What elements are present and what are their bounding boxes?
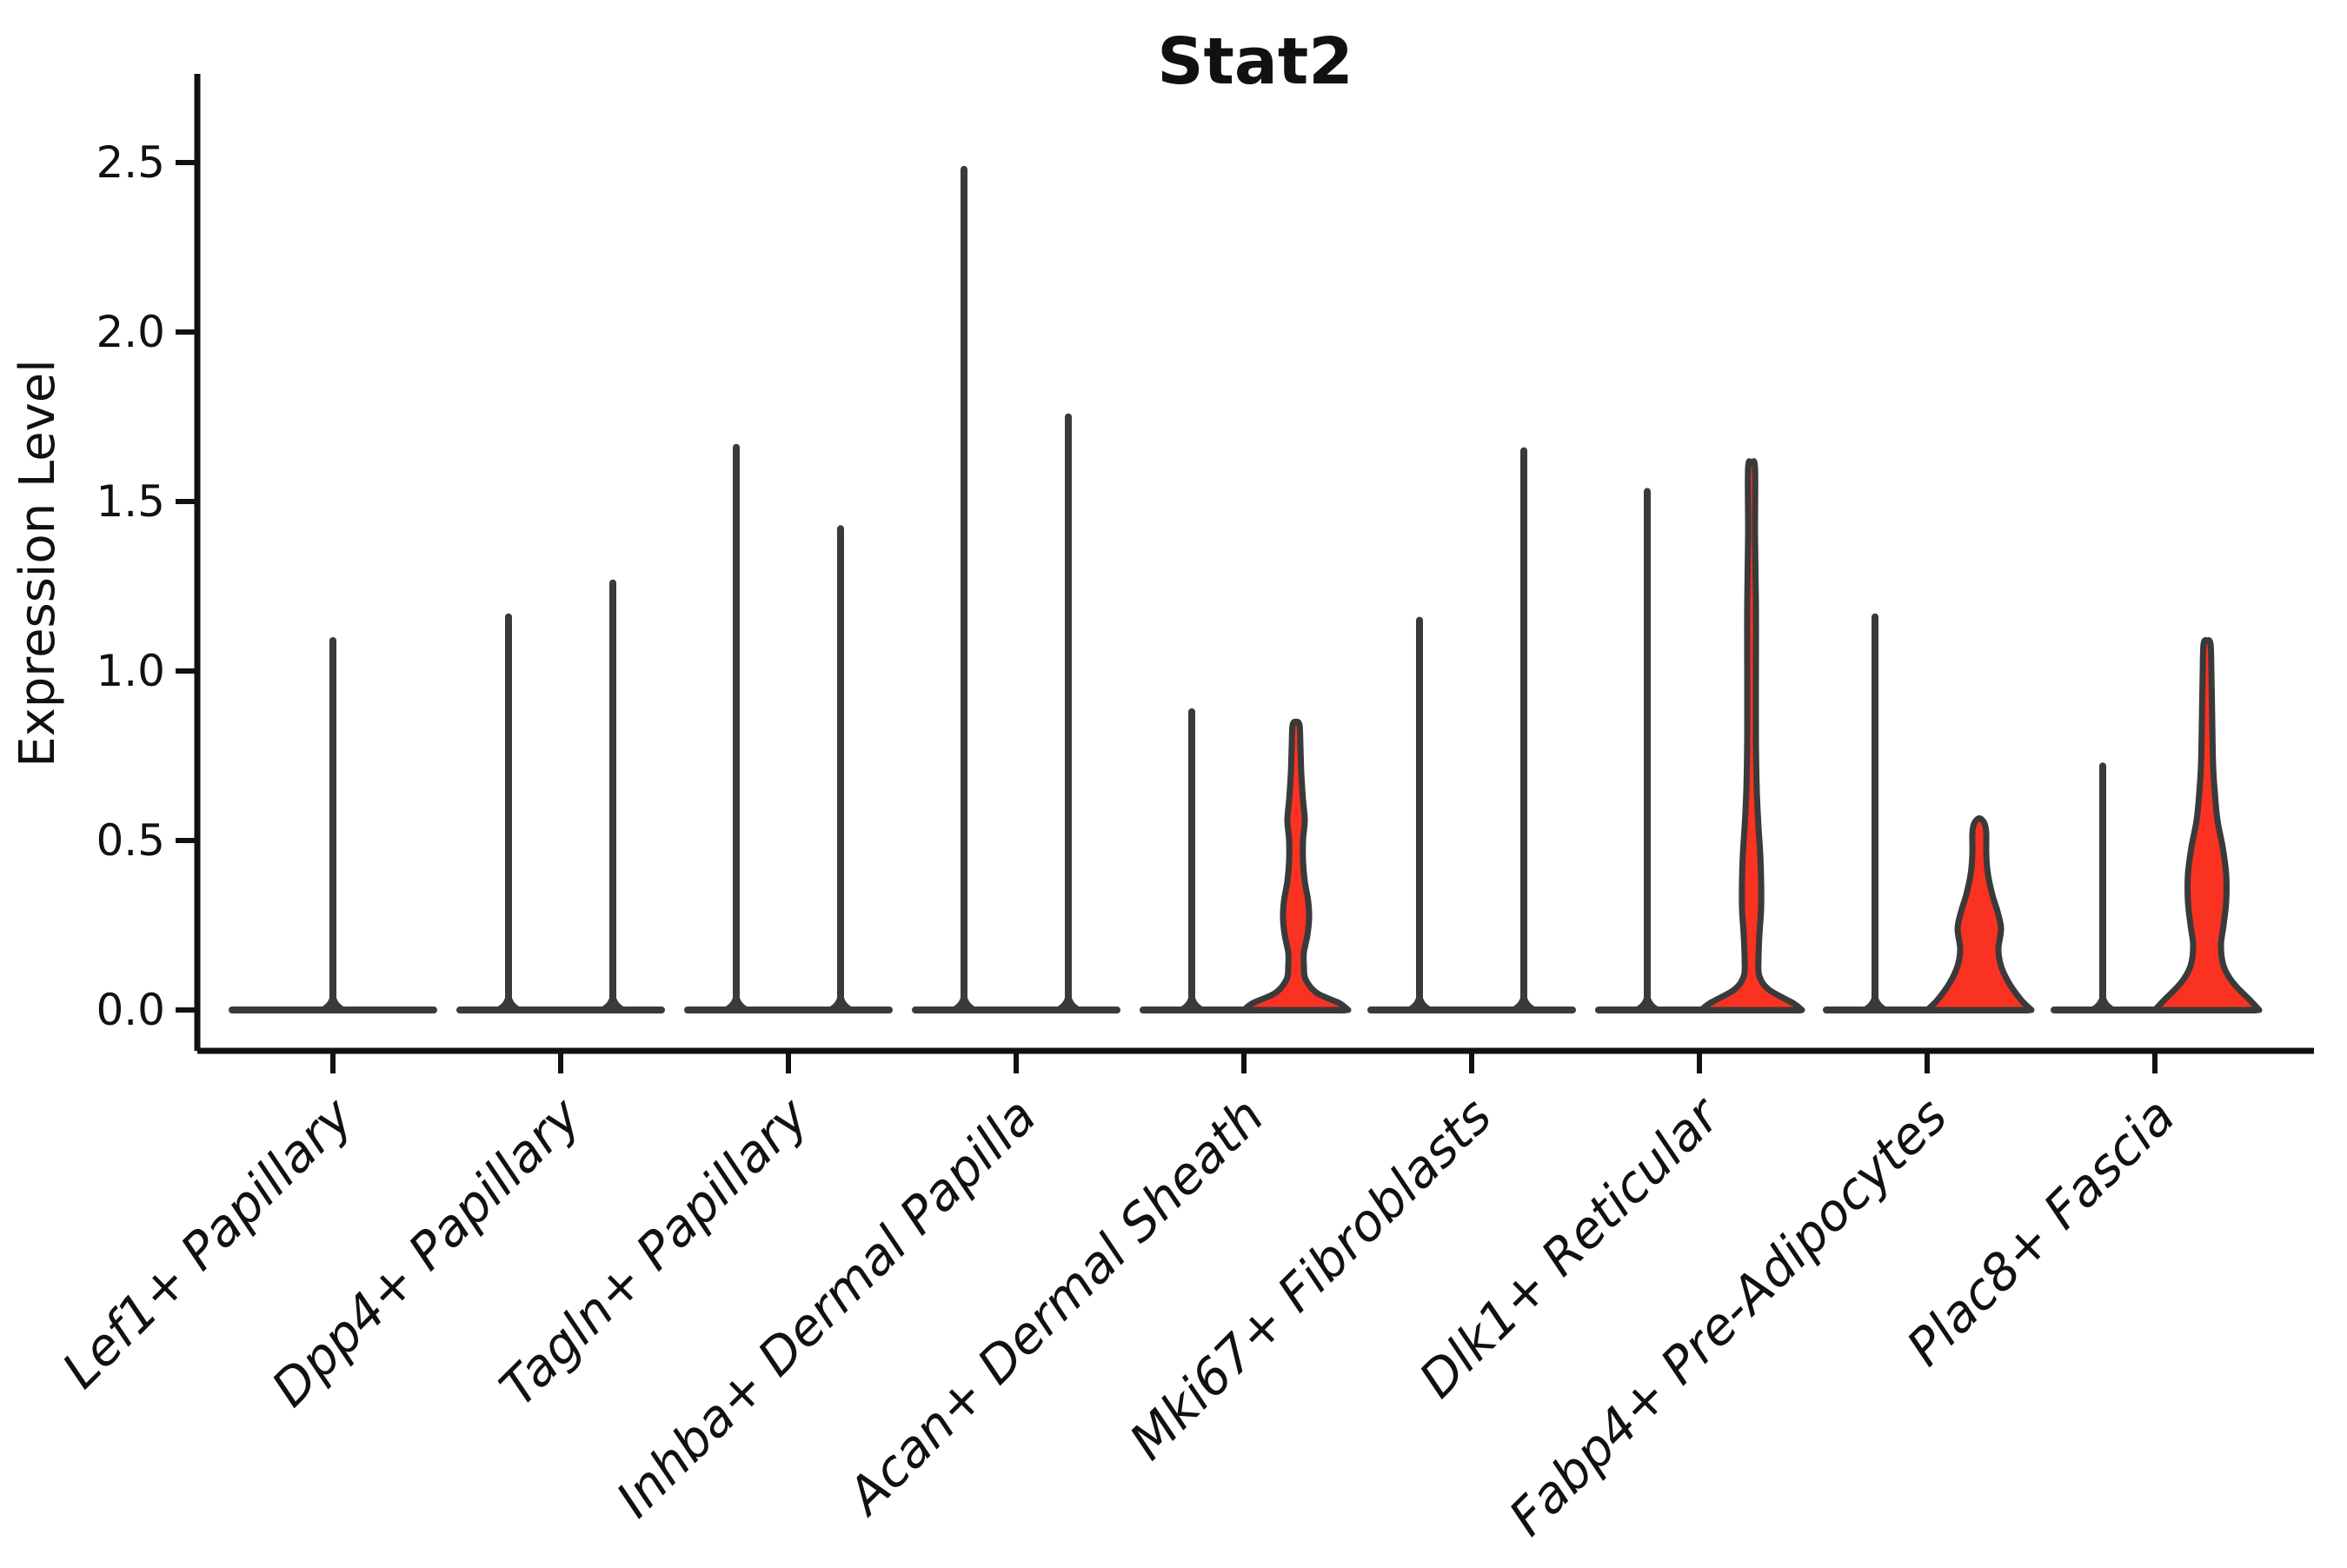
violin-spike-base — [2080, 998, 2125, 1010]
violin-spike-base — [818, 998, 863, 1010]
y-tick-label: 1.0 — [96, 646, 165, 696]
violin-group — [229, 637, 437, 1013]
y-tick-label: 0.0 — [96, 985, 165, 1035]
violin-group — [1140, 708, 1352, 1013]
x-tick-label: Inhba+ Dermal Papilla — [605, 1086, 1047, 1529]
x-tick-label: Acan+ Dermal Sheath — [834, 1086, 1275, 1528]
violin-group — [1595, 458, 1805, 1013]
chart-title: Stat2 — [1157, 24, 1353, 99]
violin-shape-filled — [1698, 458, 1805, 1013]
violin-group — [456, 579, 665, 1013]
violin-spike-base — [714, 998, 759, 1010]
violin-spike-base — [1169, 998, 1214, 1010]
y-tick-label: 0.5 — [96, 815, 165, 866]
violin-group — [1823, 613, 2035, 1013]
violin-group — [912, 165, 1120, 1013]
violin-shape-filled — [1924, 815, 2035, 1013]
y-tick-label: 2.0 — [96, 307, 165, 357]
violin-spike-base — [1046, 998, 1091, 1010]
y-axis-label: Expression Level — [10, 359, 66, 767]
violin-shape-filled — [1240, 718, 1352, 1013]
y-axis-ticks: 0.0 0.5 1.0 1.5 2.0 2.5 — [96, 137, 197, 1035]
violin-group — [1367, 447, 1576, 1013]
violin-spike-base — [1625, 998, 1670, 1010]
violin-spike-base — [1852, 998, 1898, 1010]
violin-group — [2051, 637, 2263, 1013]
violin-spike-base — [941, 998, 987, 1010]
violins-layer — [229, 165, 2263, 1013]
violin-spike-base — [1501, 998, 1546, 1010]
y-tick-label: 1.5 — [96, 476, 165, 527]
violin-shape-filled — [2151, 637, 2263, 1013]
y-tick-label: 2.5 — [96, 137, 165, 188]
x-tick-label: Fabp4+ Pre-Adipocytes — [1498, 1086, 1958, 1547]
violin-spike-base — [590, 998, 635, 1010]
violin-spike-base — [1397, 998, 1442, 1010]
violin-group — [684, 443, 893, 1013]
violin-spike-base — [486, 998, 531, 1010]
violin-spike-base — [310, 998, 356, 1010]
